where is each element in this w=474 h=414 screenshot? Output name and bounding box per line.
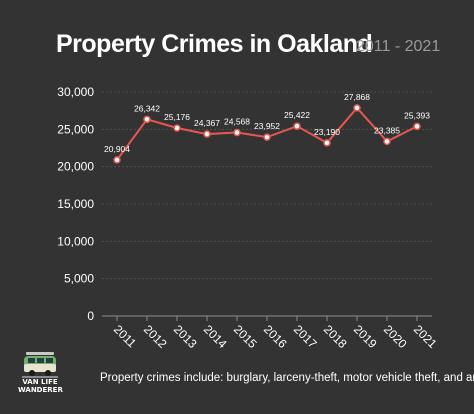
chart-subtitle: 2011 - 2021 bbox=[356, 38, 441, 55]
data-label: 23,190 bbox=[314, 127, 340, 137]
logo-line-2: WANDERER bbox=[18, 386, 63, 394]
x-tick-label: 2019 bbox=[351, 322, 380, 351]
x-axis-ticks: 2011 2012 2013 2014 2015 2016 2017 2018 2019 2020… bbox=[111, 316, 440, 351]
data-point bbox=[173, 124, 181, 132]
data-label: 26,342 bbox=[134, 103, 160, 113]
logo-line-1: VAN LIFE bbox=[22, 378, 58, 386]
y-tick-label: 20,000 bbox=[57, 160, 94, 174]
data-label: 27,868 bbox=[344, 92, 370, 102]
data-label: 25,422 bbox=[284, 110, 310, 120]
y-tick-label: 15,000 bbox=[57, 197, 94, 211]
van-life-wanderer-logo: VAN LIFE WANDERER bbox=[18, 350, 63, 402]
data-point bbox=[113, 156, 121, 164]
data-point bbox=[383, 137, 391, 146]
x-tick-label: 2017 bbox=[291, 322, 320, 351]
data-point bbox=[233, 128, 241, 137]
x-tick-label: 2014 bbox=[201, 322, 230, 351]
data-label: 23,952 bbox=[254, 121, 280, 131]
x-tick-label: 2021 bbox=[411, 322, 440, 351]
y-tick-label: 5,000 bbox=[64, 272, 94, 286]
x-tick-label: 2016 bbox=[261, 322, 290, 351]
data-point bbox=[203, 130, 211, 138]
x-tick-label: 2018 bbox=[321, 322, 350, 351]
data-point bbox=[353, 104, 361, 112]
y-tick-label: 25,000 bbox=[57, 122, 94, 136]
y-axis-ticks: 0 5,000 10,000 15,000 20,000 25,000 30,000 bbox=[57, 85, 94, 323]
x-tick-label: 2013 bbox=[171, 322, 200, 351]
x-tick-label: 2012 bbox=[141, 322, 170, 351]
data-point bbox=[323, 139, 331, 147]
x-tick-label: 2015 bbox=[231, 322, 260, 351]
chart-title: Property Crimes in Oakland bbox=[56, 30, 373, 58]
van-icon bbox=[22, 352, 58, 378]
footnote: Property crimes include: burglary, larce… bbox=[100, 372, 474, 384]
series-line-group: 20,904 26,342 25,176 24,367 24,568 23,952 25,4… bbox=[104, 92, 430, 164]
x-tick-label: 2011 bbox=[111, 322, 139, 350]
y-tick-label: 0 bbox=[87, 309, 94, 323]
data-label: 24,367 bbox=[194, 118, 220, 128]
data-label: 25,176 bbox=[164, 112, 190, 122]
data-point bbox=[263, 133, 271, 141]
data-label: 25,393 bbox=[404, 110, 430, 120]
data-label: 20,904 bbox=[104, 144, 130, 154]
y-tick-label: 30,000 bbox=[57, 85, 94, 99]
data-point bbox=[143, 115, 151, 124]
logo-wordmark: VAN LIFE WANDERER bbox=[18, 378, 63, 394]
data-label: 24,568 bbox=[224, 117, 250, 127]
x-tick-label: 2020 bbox=[381, 322, 410, 351]
data-label: 23,385 bbox=[374, 125, 400, 135]
data-point bbox=[413, 122, 421, 131]
data-point bbox=[293, 122, 301, 130]
y-tick-label: 10,000 bbox=[57, 234, 94, 248]
